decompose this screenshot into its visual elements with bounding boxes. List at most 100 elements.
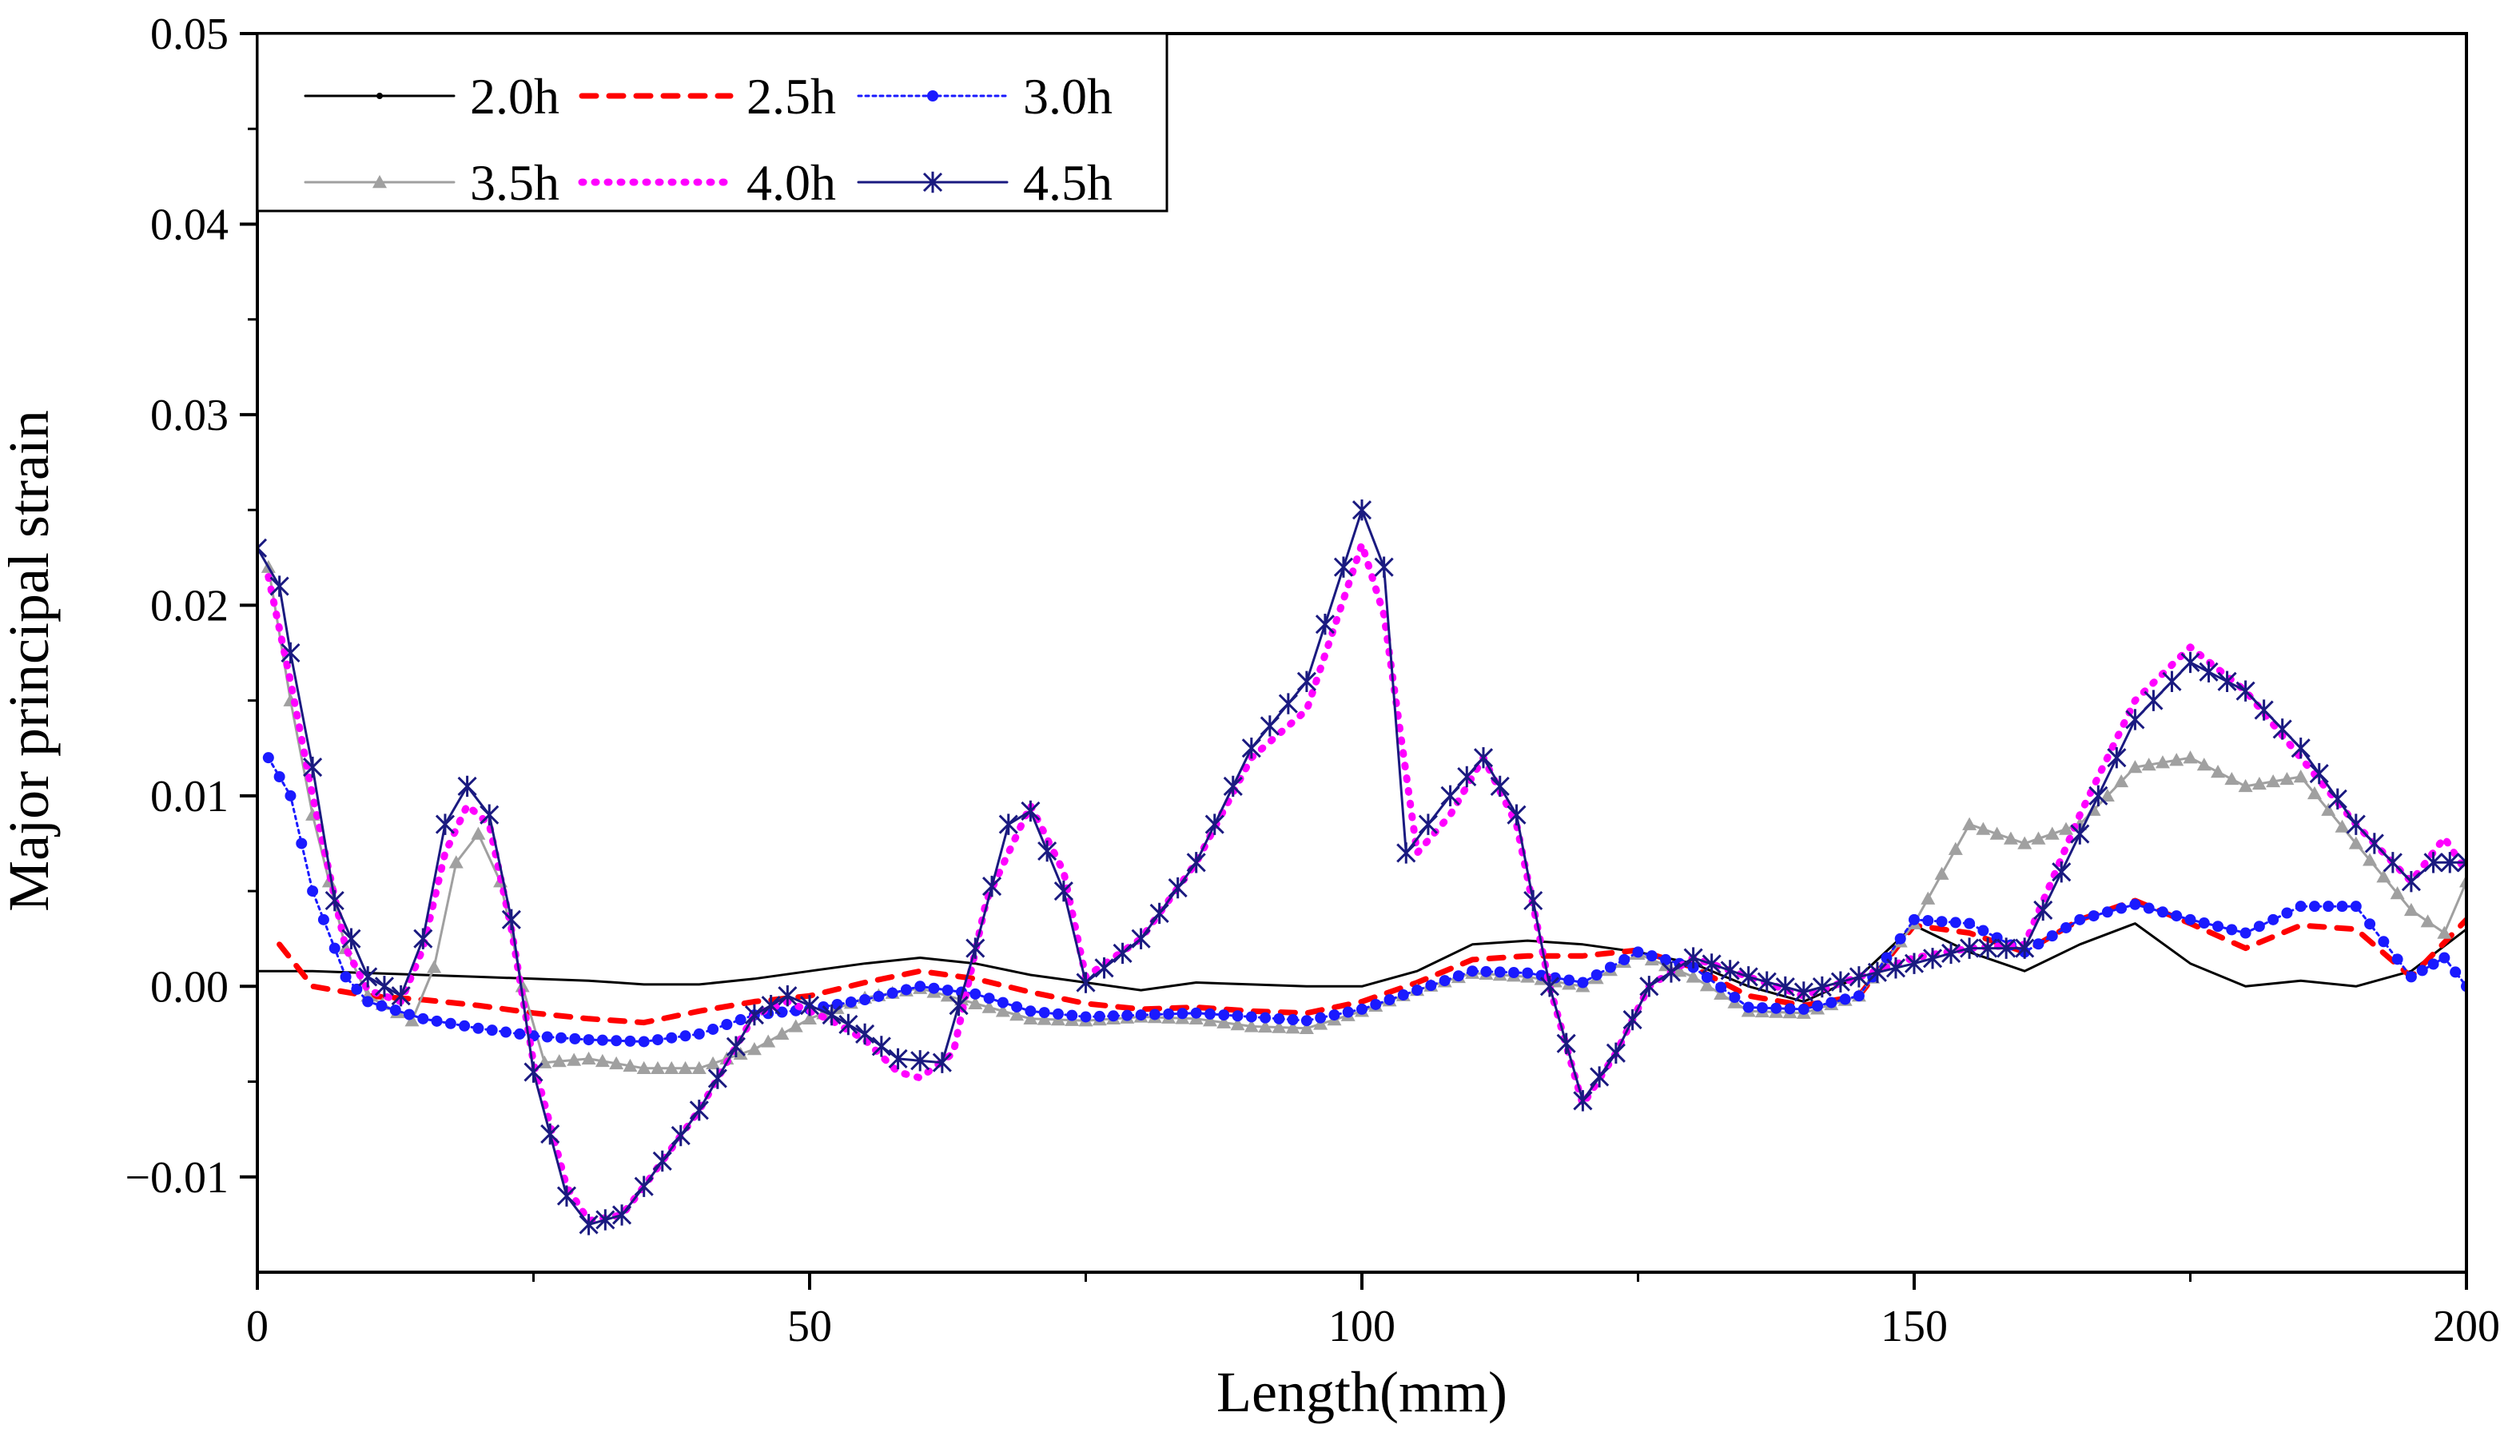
series-marker-3-5h [636,1060,651,1075]
series-marker-3-0h [1467,965,1479,977]
series-marker-3-0h [1494,966,1506,978]
y-tick-label: 0.05 [150,10,229,59]
series-marker-3-0h [1646,950,1658,962]
series-marker-3-0h [2427,958,2439,970]
series-marker-4-5h [2423,852,2443,873]
series-marker-4-5h [480,804,500,825]
series-marker-4-5h [799,994,820,1016]
series-marker-3-0h [340,971,352,983]
series-marker-4-5h [965,937,985,959]
series-marker-4-5h [1661,961,1682,983]
series-marker-3-0h [417,1012,429,1024]
series-marker-3-0h [2281,907,2293,919]
series-marker-3-0h [1370,998,1382,1010]
series-marker-3-0h [1204,1008,1216,1020]
series-marker-3-0h [1425,980,1437,992]
series-marker-4-5h [1539,976,1560,997]
series-marker-3-0h [389,1004,401,1016]
series-marker-3-0h [486,1024,498,1036]
series-marker-3-5h [995,1004,1010,1017]
series-marker-4-5h [689,1100,709,1121]
series-marker-3-0h [1135,1009,1147,1021]
series-marker-3-0h [2046,930,2058,942]
series-marker-3-0h [735,1014,746,1026]
series-marker-4-5h [2144,690,2164,711]
series-marker-4-5h [595,1209,615,1231]
series-marker-4-5h [671,1124,691,1147]
y-tick-label: 0.01 [150,772,229,821]
series-marker-3-0h [1121,1009,1133,1021]
series-marker-3-0h [693,1028,705,1040]
series-marker-3-5h [623,1058,638,1072]
legend-marker-2-0h [376,93,383,99]
series-marker-3-0h [1812,1000,1824,1012]
series-layer [257,499,2466,1235]
series-marker-4-5h [2272,718,2292,740]
series-marker-4-5h [761,994,781,1016]
series-marker-3-5h [448,855,464,869]
series-marker-3-5h [2196,758,2211,771]
series-marker-3-0h [1245,1011,1257,1023]
series-marker-3-0h [1618,953,1630,965]
ticks-layer: 0 50 100 150 200 −0.01 0.00 0.01 0.02 0.03 0.04 0.0… [125,10,2500,1351]
series-marker-3-0h [2450,966,2462,978]
series-marker-4-5h [391,985,411,1007]
series-marker-3-0h [307,885,319,897]
legend-item-2-5h: 2.5h [579,68,836,125]
legend-label: 3.5h [470,154,559,211]
series-marker-3-0h [1011,1001,1023,1012]
series-marker-4-5h [822,1004,842,1026]
series-3-0h [262,752,2466,1048]
series-marker-4-5h [1793,981,1813,1003]
series-marker-4-5h [1885,957,1906,979]
series-marker-3-5h [1299,1020,1314,1034]
series-marker-3-0h [1853,990,1865,1002]
series-marker-3-0h [273,771,285,782]
series-marker-3-5h [788,1019,803,1032]
series-marker-3-0h [2336,901,2348,913]
series-marker-3-5h [551,1054,567,1068]
series-marker-4-5h [1296,670,1316,692]
series-marker-3-5h [2307,786,2322,800]
series-marker-4-5h [1457,766,1477,788]
series-marker-4-5h [1867,961,1887,984]
series-marker-4-5h [1278,693,1298,714]
series-marker-4-5h [1204,814,1224,835]
series-marker-3-5h [404,1013,420,1027]
series-marker-4-5h [1473,746,1494,769]
series-marker-3-5h [2183,750,2198,764]
series-marker-4-5h [2235,680,2255,702]
series-marker-3-5h [2266,774,2281,788]
series-marker-3-5h [567,1052,582,1066]
series-marker-3-5h [2321,802,2336,816]
legend-item-3-5h: 3.5h [304,154,559,211]
series-marker-4-5h [303,756,323,778]
series-marker-4-5h [726,1036,746,1058]
series-marker-3-5h [1976,821,1991,835]
series-marker-3-0h [2416,965,2428,977]
series-marker-3-5h [2459,874,2466,888]
series-marker-4-5h [1037,840,1057,862]
series-marker-4-5h [1223,775,1243,798]
series-marker-3-5h [2031,831,2046,845]
series-marker-4-5h [1849,966,1869,988]
series-marker-3-5h [2155,755,2170,769]
series-marker-3-5h [1699,978,1714,992]
series-marker-3-0h [1093,1010,1105,1022]
series-marker-3-5h [2211,765,2226,778]
series-marker-3-0h [1784,1003,1796,1015]
series-marker-3-0h [2156,906,2168,918]
series-marker-3-0h [1742,1001,1754,1013]
legend-marker-3-0h [927,90,938,101]
series-marker-3-0h [1964,917,1976,929]
series-marker-4-5h [2440,852,2460,873]
series-marker-4-5h [2052,861,2072,883]
series-marker-4-5h [2291,738,2311,759]
series-marker-3-5h [1244,1019,1259,1032]
series-marker-4-5h [457,775,477,798]
legend-item-2-0h: 2.0h [304,68,559,125]
series-marker-3-5h [1948,841,1963,855]
series-marker-4-5h [634,1176,654,1197]
series-marker-3-5h [1258,1019,1273,1033]
